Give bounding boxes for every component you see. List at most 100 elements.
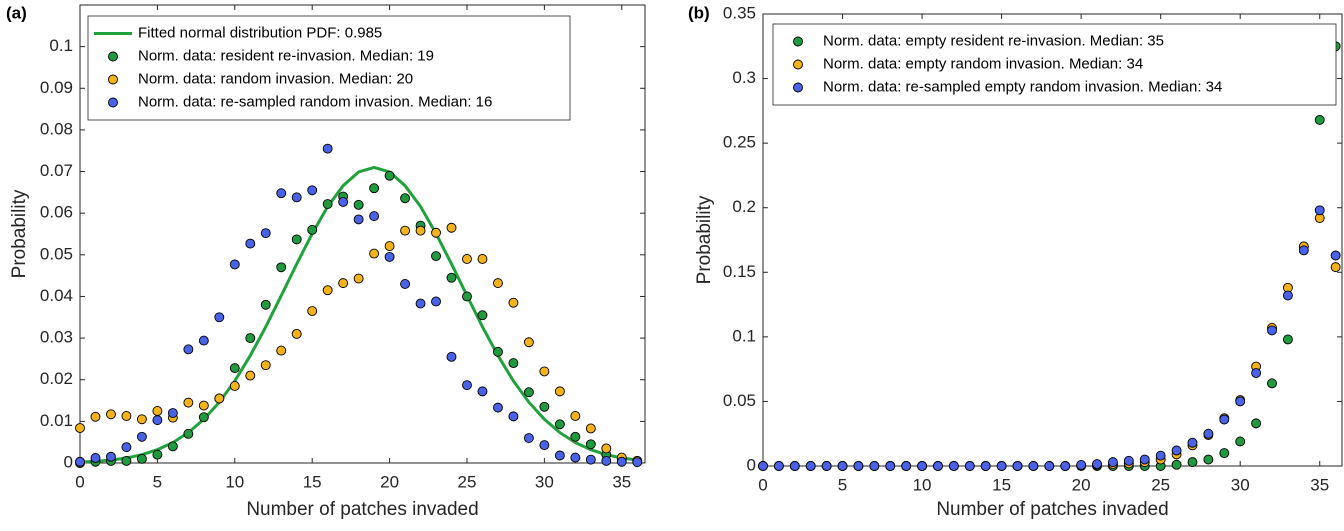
data-point xyxy=(508,358,519,369)
data-point xyxy=(869,461,880,471)
data-point xyxy=(369,183,380,194)
legend-swatch xyxy=(108,74,118,85)
data-point xyxy=(1251,368,1262,378)
legend-label: Norm. data: re-sampled random invasion. … xyxy=(138,93,492,110)
data-point xyxy=(167,408,178,418)
data-point xyxy=(90,453,101,463)
data-point xyxy=(75,423,85,433)
y-tick-label: 0.04 xyxy=(40,286,73,305)
data-point xyxy=(322,143,333,154)
data-point xyxy=(1139,454,1150,465)
data-point xyxy=(539,440,550,451)
data-point xyxy=(260,299,271,310)
data-point xyxy=(1203,428,1214,439)
data-point xyxy=(1123,455,1134,466)
data-point xyxy=(446,222,457,233)
data-point xyxy=(214,393,225,404)
legend-label: Norm. data: empty random invasion. Media… xyxy=(823,55,1143,72)
data-point xyxy=(601,455,612,466)
data-point xyxy=(933,461,943,471)
x-tick-label: 0 xyxy=(75,472,84,491)
data-point xyxy=(136,414,147,425)
data-point xyxy=(1171,459,1182,470)
data-point xyxy=(462,380,472,391)
x-tick-label: 10 xyxy=(913,475,932,494)
data-point xyxy=(805,461,816,471)
data-point xyxy=(152,449,163,460)
y-tick-label: 0.09 xyxy=(40,78,73,97)
data-point xyxy=(245,370,256,381)
data-point xyxy=(1235,436,1246,447)
data-point xyxy=(1012,461,1023,471)
data-point xyxy=(121,411,132,421)
data-point xyxy=(214,312,225,323)
y-tick-label: 0.08 xyxy=(40,119,73,138)
data-point xyxy=(229,259,240,270)
y-tick-label: 0.35 xyxy=(723,3,756,22)
data-point xyxy=(183,428,194,439)
data-point xyxy=(322,199,333,209)
data-point xyxy=(431,227,441,238)
data-point xyxy=(885,461,896,471)
data-point xyxy=(1330,250,1341,261)
data-point xyxy=(1330,262,1341,273)
data-point xyxy=(1092,459,1102,470)
data-point xyxy=(384,251,395,262)
data-point xyxy=(291,328,302,339)
data-point xyxy=(291,192,302,203)
legend-swatch xyxy=(793,82,803,93)
data-point xyxy=(570,431,581,442)
data-point xyxy=(616,456,627,467)
data-point xyxy=(837,461,848,471)
data-point xyxy=(121,455,132,466)
data-point xyxy=(917,461,928,471)
y-axis-label: Probability xyxy=(694,195,715,284)
data-point xyxy=(338,278,349,289)
x-tick-label: 5 xyxy=(838,475,847,494)
legend-label: Norm. data: resident re-invasion. Median… xyxy=(138,47,434,64)
data-point xyxy=(276,188,287,199)
y-tick-label: 0.25 xyxy=(723,133,756,152)
data-point xyxy=(601,443,612,454)
data-point xyxy=(431,296,441,307)
data-point xyxy=(508,297,519,308)
data-point xyxy=(183,344,194,355)
data-point xyxy=(369,248,380,259)
data-point xyxy=(400,193,411,204)
y-tick-label: 0.05 xyxy=(40,244,73,263)
data-point xyxy=(1282,290,1293,301)
legend-label: Norm. data: empty resident re-invasion. … xyxy=(823,32,1164,49)
data-point xyxy=(1203,454,1214,465)
data-point xyxy=(1107,457,1118,468)
data-point xyxy=(260,360,271,371)
data-point xyxy=(585,423,596,434)
data-point xyxy=(901,461,912,471)
data-point xyxy=(1171,445,1182,456)
data-point xyxy=(462,291,472,302)
data-point xyxy=(508,411,519,422)
x-tick-label: 30 xyxy=(1231,475,1250,494)
legend-label: Fitted normal distribution PDF: 0.985 xyxy=(138,24,382,41)
data-point xyxy=(539,401,550,412)
data-point xyxy=(400,225,411,236)
data-point xyxy=(1219,414,1230,425)
data-point xyxy=(1219,448,1230,459)
data-point xyxy=(1235,396,1246,407)
data-point xyxy=(1314,114,1325,125)
x-axis-label: Number of patches invaded xyxy=(246,499,478,520)
legend-box xyxy=(772,23,1337,106)
data-point xyxy=(1251,418,1262,429)
data-point xyxy=(415,298,426,309)
data-point xyxy=(338,196,349,207)
x-tick-label: 15 xyxy=(992,475,1011,494)
legend-swatch xyxy=(793,59,803,70)
data-point xyxy=(492,278,503,289)
x-tick-label: 10 xyxy=(225,472,244,491)
y-tick-label: 0.05 xyxy=(723,391,756,410)
data-point xyxy=(276,262,287,273)
data-point xyxy=(1282,334,1293,345)
data-point xyxy=(415,225,426,236)
data-point xyxy=(585,439,596,450)
data-point xyxy=(492,346,503,357)
legend-label: Norm. data: random invasion. Median: 20 xyxy=(138,70,413,87)
